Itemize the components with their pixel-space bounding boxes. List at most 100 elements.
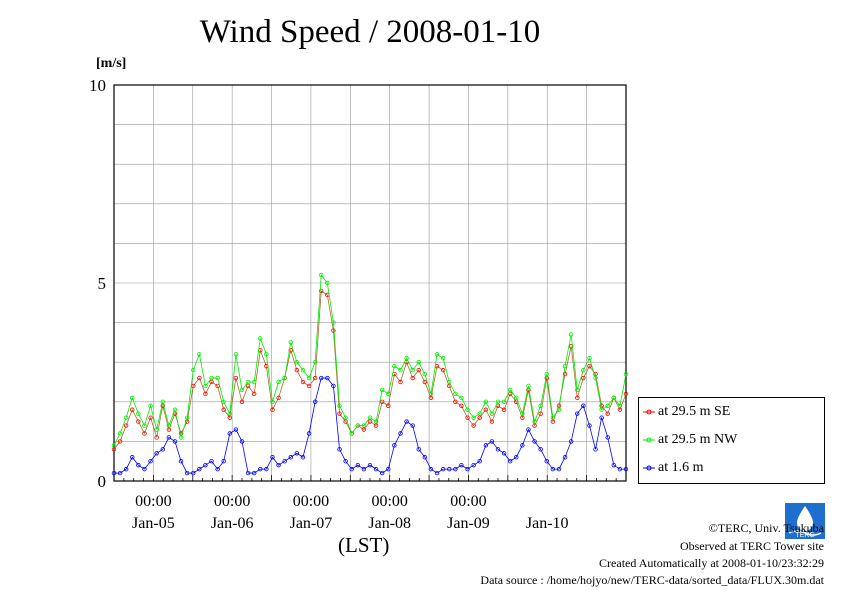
- data-point-0: [288, 348, 293, 353]
- data-point-2: [355, 462, 361, 468]
- data-point-1: [239, 387, 245, 393]
- data-point-1: [410, 367, 415, 373]
- data-point-2: [575, 411, 580, 416]
- data-point-1: [264, 352, 269, 357]
- data-point-2: [282, 459, 287, 464]
- data-point-1: [325, 280, 330, 286]
- legend-marker-low: [643, 465, 655, 471]
- data-point-0: [575, 395, 580, 401]
- data-point-1: [233, 352, 239, 357]
- data-point-1: [477, 411, 482, 416]
- data-point-2: [465, 466, 470, 472]
- data-point-1: [136, 411, 141, 416]
- data-point-0: [270, 407, 275, 412]
- data-point-0: [117, 439, 123, 444]
- data-point-1: [160, 399, 165, 404]
- legend-marker-nw: [643, 437, 655, 443]
- data-point-0: [453, 399, 458, 404]
- data-point-2: [538, 447, 543, 452]
- x-tick-label: 00:00: [371, 493, 407, 510]
- data-point-1: [349, 431, 354, 436]
- data-point-2: [319, 375, 324, 381]
- data-point-1: [489, 411, 495, 416]
- data-point-0: [489, 419, 495, 424]
- data-point-2: [581, 403, 586, 408]
- data-point-0: [319, 288, 324, 294]
- data-point-2: [520, 443, 525, 448]
- data-point-0: [123, 423, 129, 428]
- data-point-2: [587, 423, 592, 428]
- data-point-2: [477, 459, 482, 464]
- data-point-1: [373, 419, 379, 424]
- x-tick-label: 00:00: [135, 493, 171, 510]
- data-point-1: [154, 427, 159, 432]
- series-line-1: [113, 274, 627, 446]
- data-point-2: [325, 375, 330, 381]
- data-point-1: [343, 415, 348, 420]
- data-point-1: [251, 379, 257, 385]
- data-point-0: [440, 367, 446, 373]
- data-point-1: [367, 415, 373, 420]
- data-point-1: [337, 403, 342, 408]
- data-point-0: [197, 375, 202, 381]
- data-point-1: [191, 367, 196, 373]
- data-point-0: [568, 344, 574, 349]
- data-point-0: [459, 403, 464, 408]
- data-point-1: [520, 411, 525, 416]
- data-point-0: [410, 375, 415, 381]
- data-point-2: [312, 399, 318, 404]
- data-point-1: [611, 395, 617, 401]
- data-point-2: [623, 466, 629, 472]
- legend-item-nw: at 29.5 m NW: [639, 431, 824, 451]
- data-point-2: [191, 470, 196, 476]
- data-point-1: [587, 356, 592, 361]
- data-point-1: [355, 423, 361, 428]
- data-point-2: [221, 459, 226, 464]
- data-point-0: [623, 391, 629, 397]
- data-point-1: [215, 375, 220, 381]
- data-point-2: [367, 462, 373, 468]
- data-point-0: [130, 407, 135, 412]
- data-point-1: [258, 336, 263, 341]
- data-point-1: [440, 356, 446, 361]
- data-point-1: [111, 443, 117, 448]
- data-point-0: [465, 415, 470, 420]
- data-point-2: [459, 462, 464, 468]
- data-point-2: [428, 466, 434, 472]
- data-point-2: [294, 451, 300, 456]
- data-point-1: [398, 367, 403, 373]
- x-day-label: Jan-05: [132, 515, 175, 532]
- data-point-1: [294, 360, 300, 365]
- data-point-1: [483, 399, 489, 404]
- data-point-2: [172, 439, 178, 444]
- data-point-2: [617, 466, 623, 472]
- data-point-2: [227, 431, 233, 436]
- x-tick-label: 00:00: [450, 493, 486, 510]
- data-point-1: [581, 367, 586, 373]
- series-line-0: [113, 290, 627, 450]
- data-point-2: [215, 466, 220, 472]
- data-point-1: [568, 332, 574, 337]
- data-point-2: [532, 439, 537, 444]
- x-axis-title: (LST): [338, 533, 390, 557]
- data-point-2: [483, 443, 489, 448]
- legend-item-low: at 1.6 m: [639, 459, 824, 479]
- data-point-2: [166, 435, 172, 440]
- data-point-2: [178, 459, 184, 464]
- data-point-2: [148, 459, 153, 464]
- data-point-1: [447, 379, 452, 385]
- data-point-2: [239, 439, 245, 444]
- data-point-2: [117, 470, 123, 476]
- data-point-2: [392, 443, 397, 448]
- legend-label-se: at 29.5 m SE: [658, 404, 731, 419]
- data-point-1: [538, 403, 543, 408]
- x-day-label: Jan-08: [368, 515, 411, 532]
- data-point-0: [331, 328, 336, 333]
- credit-observed: Observed at TERC Tower site: [679, 539, 824, 553]
- data-point-2: [349, 466, 354, 472]
- data-point-2: [276, 462, 281, 468]
- data-point-2: [605, 435, 610, 440]
- data-point-2: [526, 427, 531, 432]
- data-point-0: [337, 411, 342, 416]
- y-tick-label: 0: [98, 472, 107, 491]
